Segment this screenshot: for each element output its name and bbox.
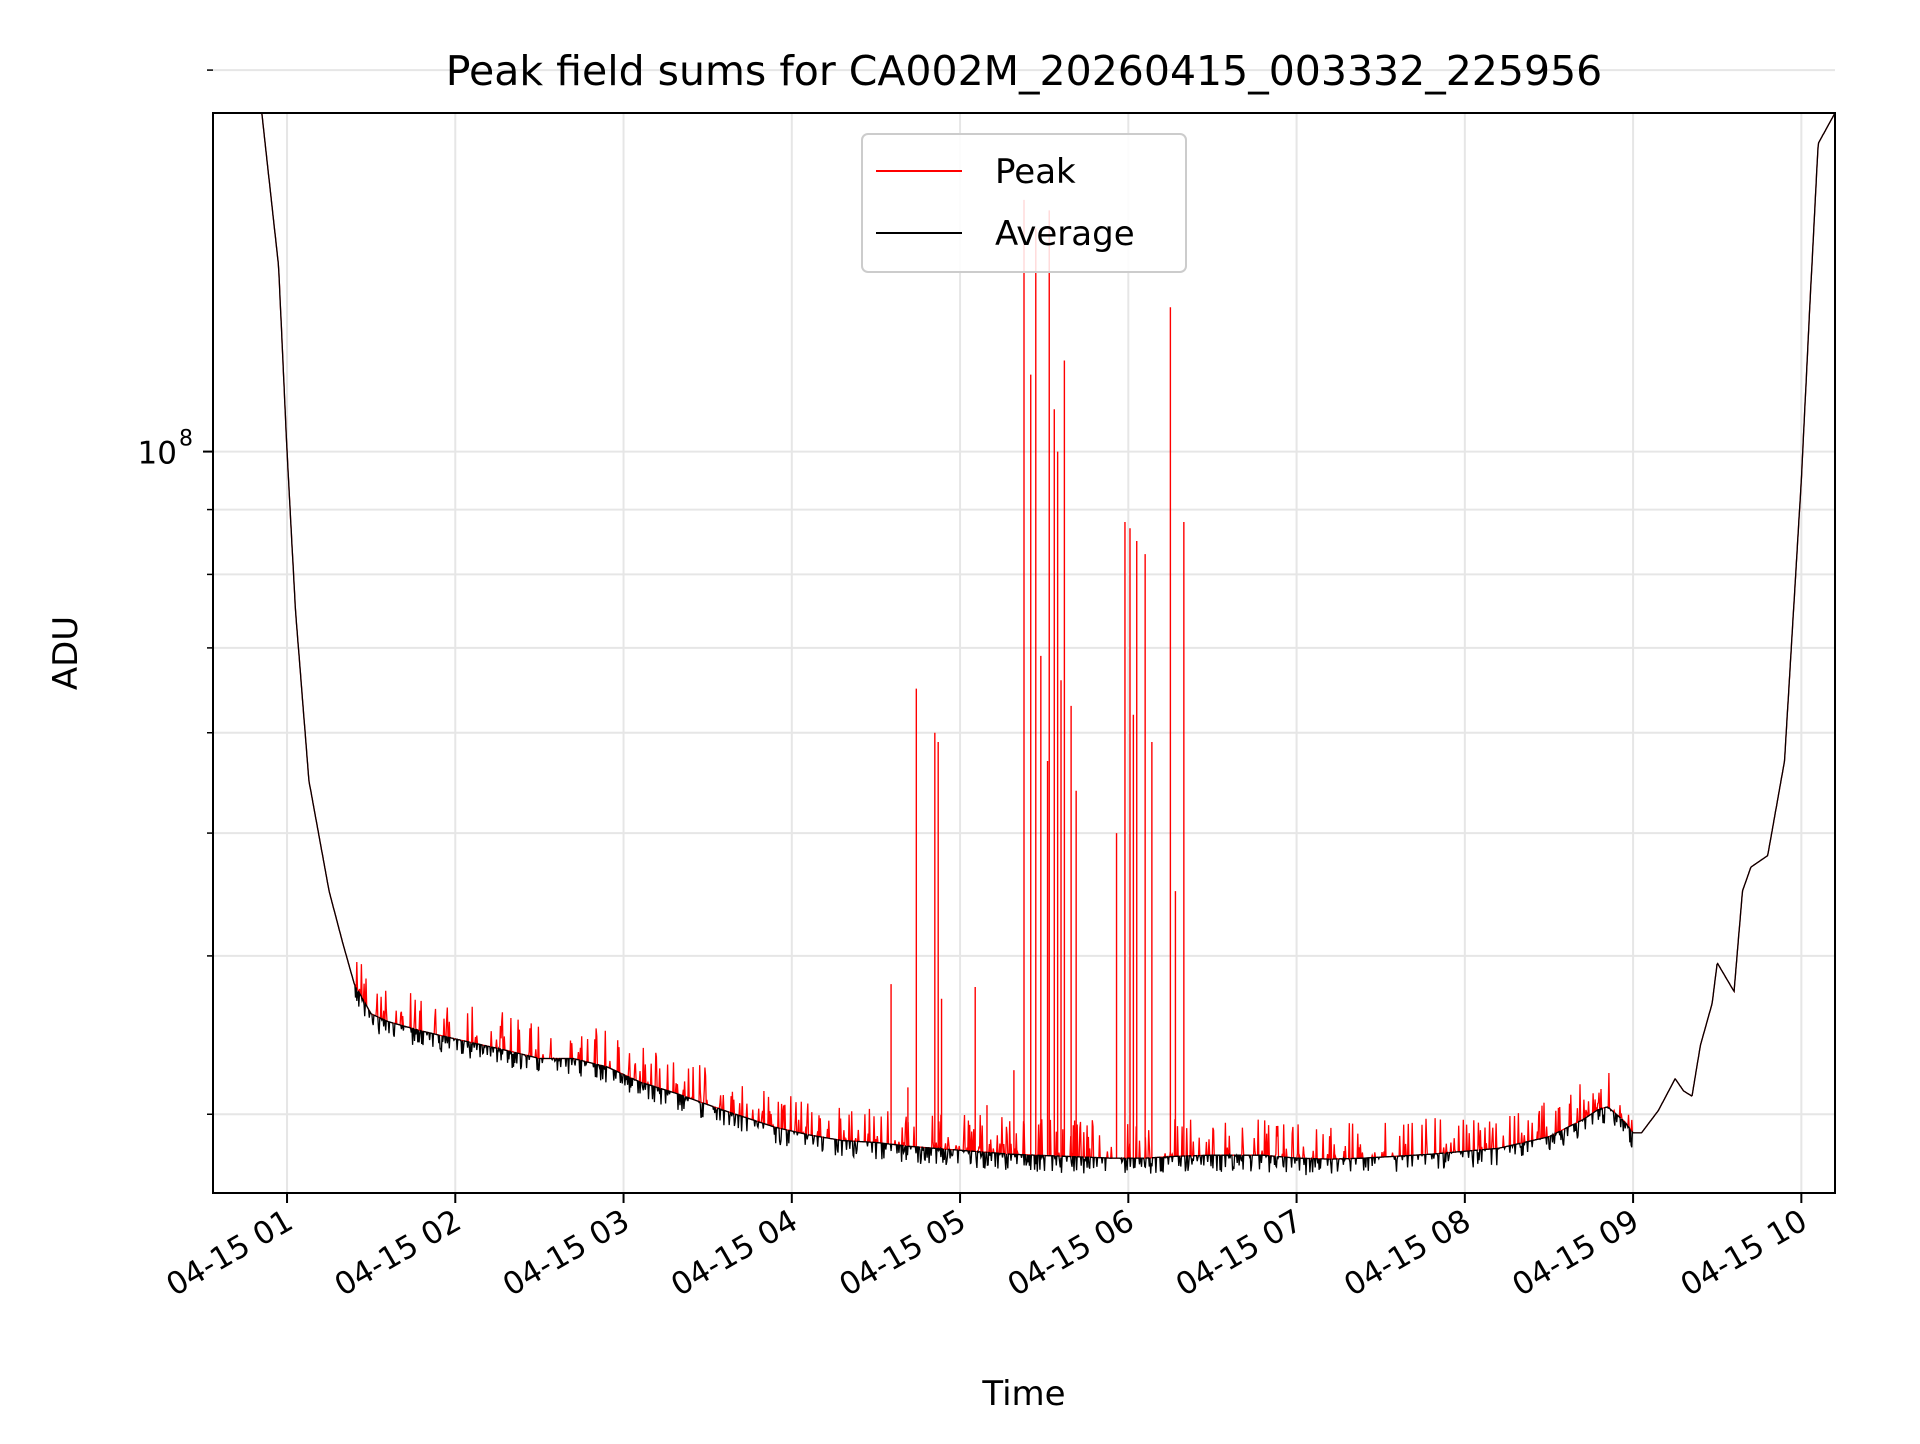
legend-peak-label: Peak [995, 152, 1076, 192]
y-tick-exponent: 8 [179, 427, 193, 452]
chart-title: Peak field sums for CA002M_20260415_0033… [446, 47, 1603, 95]
data-layer [261, 112, 1836, 1176]
y-axis-label: ADU [46, 616, 86, 690]
y-tick-label: 10 [138, 436, 177, 472]
legend: Peak Average [861, 133, 1187, 273]
legend-average-label: Average [995, 214, 1135, 254]
average-series-line [261, 112, 1836, 1176]
x-axis-label: Time [981, 1374, 1065, 1414]
axes-frame [212, 112, 1836, 1194]
legend-box [861, 133, 1187, 273]
